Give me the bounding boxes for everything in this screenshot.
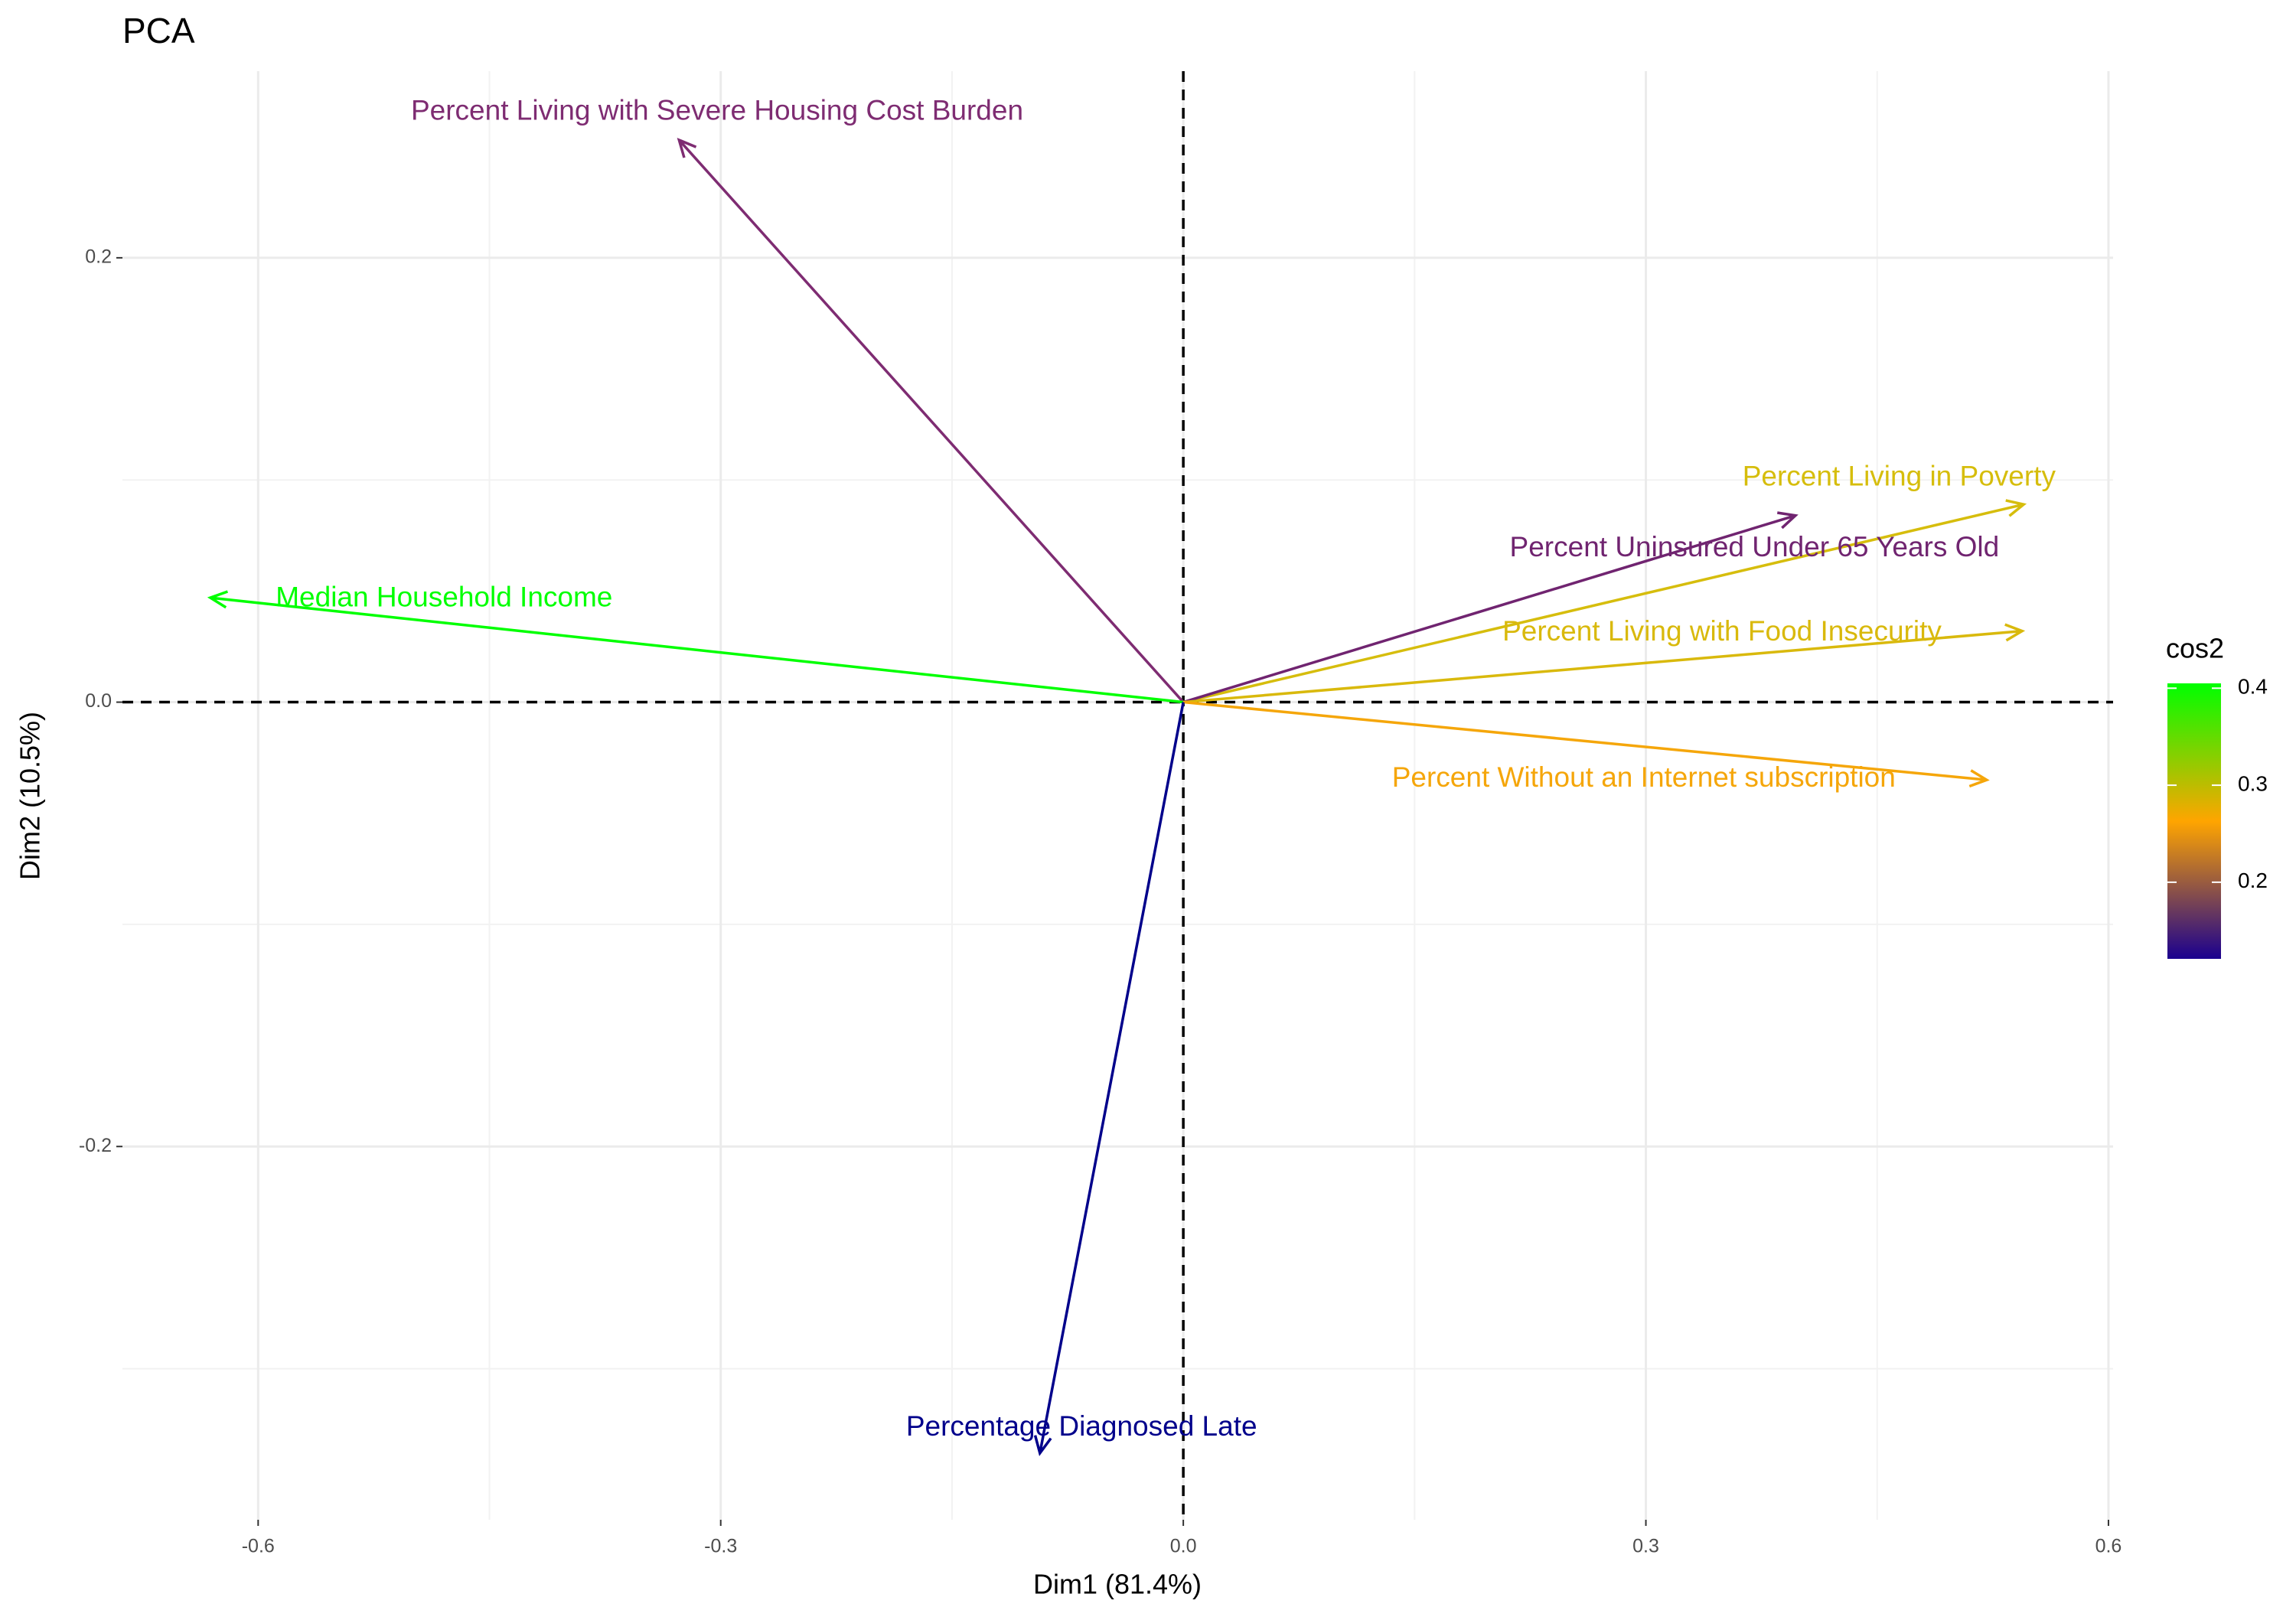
colorbar-label: 0.2 [2238,869,2268,892]
arrow [677,138,1185,703]
variable-label: Percent Living in Poverty [1743,460,2056,491]
variable-label: Percent Living with Food Insecurity [1502,615,1942,647]
arrow [1033,702,1185,1456]
arrow [1182,623,2026,704]
arrow [1182,499,2027,704]
chart-title: PCA [122,11,195,51]
variable-label: Percentage Diagnosed Late [906,1410,1257,1442]
x-axis-title: Dim1 (81.4%) [1033,1569,1202,1600]
variable-label: Percent Uninsured Under 65 Years Old [1510,531,2000,562]
arrow [207,590,1184,704]
y-tick-label: 0.2 [85,246,112,267]
colorbar-label: 0.4 [2238,675,2268,699]
x-tick-label: -0.6 [242,1536,275,1557]
arrow [1182,700,1990,788]
legend-title: cos2 [2166,633,2224,664]
x-tick-label: 0.3 [1632,1536,1659,1557]
x-tick-label: -0.3 [704,1536,737,1557]
variable-label: Percent Living with Severe Housing Cost … [411,94,1023,125]
x-tick-label: 0.6 [2095,1536,2122,1557]
arrow [1182,511,1799,704]
colorbar-label: 0.3 [2238,771,2268,795]
x-tick-label: 0.0 [1170,1536,1197,1557]
y-tick-label: -0.2 [79,1135,112,1156]
colorbar [2167,683,2221,959]
variable-label: Percent Without an Internet subscription [1392,761,1896,793]
variable-label: Median Household Income [276,582,612,613]
y-axis-title: Dim2 (10.5%) [15,712,46,880]
y-tick-label: 0.0 [85,690,112,712]
